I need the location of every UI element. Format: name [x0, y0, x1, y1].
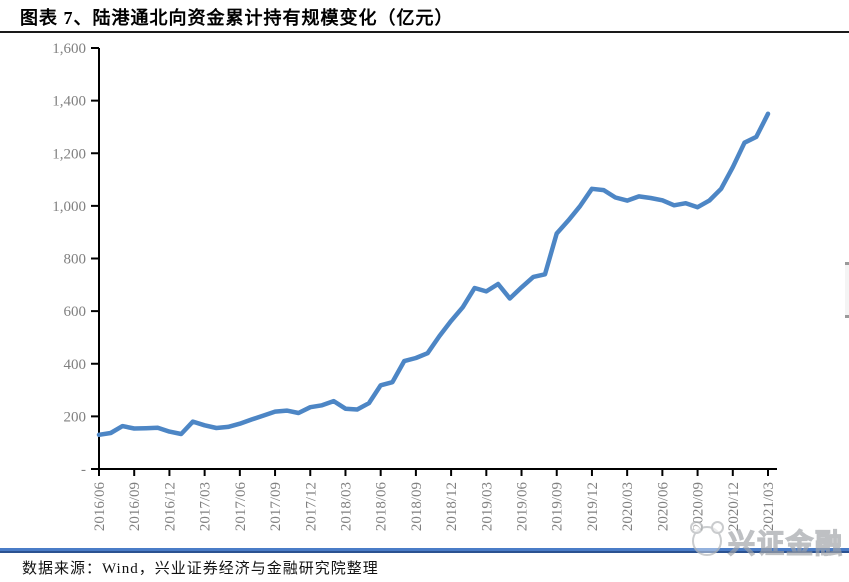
data-series-line: [96, 111, 771, 438]
x-tick-label: 2019/12: [585, 482, 601, 531]
x-tick-label: 2017/09: [268, 482, 284, 531]
x-tick-label: 2019/03: [479, 482, 495, 531]
x-tick-label: 2020/06: [655, 482, 671, 532]
x-tick-label: 2018/12: [444, 482, 460, 531]
data-source-note: 数据来源：Wind，兴业证券经济与金融研究院整理: [22, 561, 379, 577]
y-axis-labels: 1,600 1,400 1,200 1,000 800 600 400 200 -: [52, 41, 99, 478]
separator-line-top: [0, 548, 849, 551]
y-tick-label: 200: [64, 409, 87, 425]
x-tick-label: 2020/09: [691, 482, 707, 531]
x-tick-label: 2018/06: [374, 482, 390, 532]
title-underline: [0, 31, 849, 33]
x-tick-label: 2019/06: [515, 482, 531, 532]
x-tick-label: 2017/12: [303, 482, 319, 531]
x-tick-label: 2020/03: [620, 482, 636, 531]
page-title: 图表 7、陆港通北向资金累计持有规模变化（亿元）: [20, 8, 454, 28]
y-tick-label: 1,400: [52, 94, 86, 110]
x-tick-label: 2020/12: [726, 482, 742, 531]
x-tick-label: 2017/03: [198, 482, 214, 531]
y-tick-label: 1,600: [52, 41, 86, 57]
x-tick-label: 2018/03: [338, 482, 354, 531]
x-tick-label: 2017/06: [233, 482, 249, 532]
chart-canvas: 1,600 1,400 1,200 1,000 800 600 400 200 -2016/06…: [52, 41, 777, 531]
y-tick-label: 600: [64, 304, 87, 320]
bottom-separator: [0, 548, 849, 553]
scrollbar-thumb[interactable]: [845, 262, 849, 318]
line-chart: 1,600 1,400 1,200 1,000 800 600 400 200 -2016/06…: [0, 34, 849, 546]
y-tick-label: 1,000: [52, 199, 86, 215]
x-tick-label: 2016/12: [162, 482, 178, 531]
x-tick-label: 2019/09: [550, 482, 566, 531]
x-tick-label: 2016/06: [92, 482, 108, 532]
separator-line-bottom: [0, 551, 849, 553]
y-tick-label: -: [81, 462, 86, 478]
axes: [98, 48, 777, 470]
x-tick-label: 2021/03: [761, 482, 777, 531]
y-tick-label: 800: [64, 252, 87, 268]
y-tick-label: 400: [64, 357, 87, 373]
x-tick-label: 2016/09: [127, 482, 143, 531]
y-tick-label: 1,200: [52, 146, 86, 162]
x-tick-label: 2018/09: [409, 482, 425, 531]
x-axis-labels: 2016/06 2016/09 2016/12 2017/03 2017/06 2017/…: [92, 469, 777, 531]
